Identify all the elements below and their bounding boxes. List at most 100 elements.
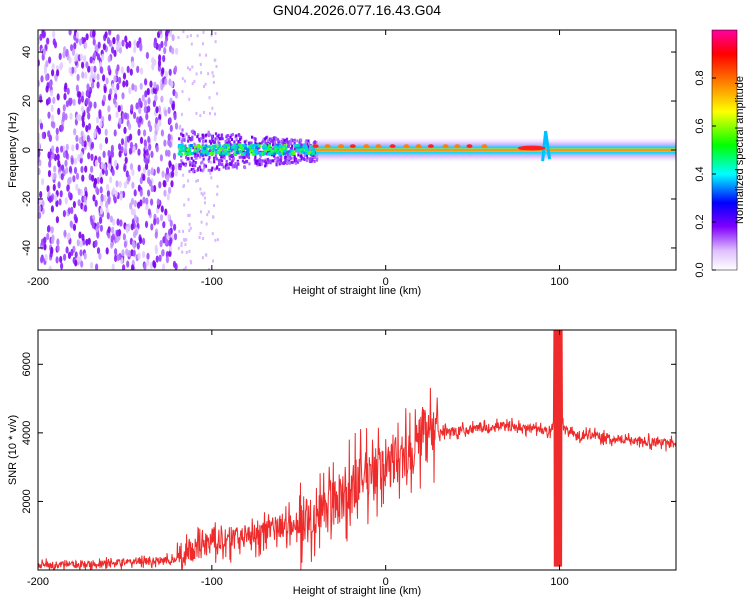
spectrogram-noise-cell <box>72 201 76 209</box>
spectrogram-noise-cell <box>184 135 186 139</box>
spectrogram-noise-cell <box>200 191 203 195</box>
snr-panel: -200 -100 0 100 2000 4000 6000 Height of stra… <box>7 329 677 597</box>
spectrogram-noise-cell <box>70 157 74 165</box>
spectrogram-noise-cell <box>195 72 198 76</box>
spectrogram-signal-cell <box>264 146 268 150</box>
spectrogram-noise-cell <box>72 98 76 106</box>
spectrogram-signal-cell <box>227 166 230 170</box>
spectrogram-x-axis-label: Height of straight line (km) <box>293 285 421 297</box>
spectrogram-signal-cell <box>190 156 193 160</box>
spectrogram-noise-cell <box>106 190 110 198</box>
spectrogram-signal-cell <box>203 163 206 167</box>
spectrogram-noise-cell <box>136 40 140 49</box>
spectrogram-signal-cell <box>227 152 231 156</box>
spectrogram-noise-cell <box>68 165 73 173</box>
spectrogram-noise-cell <box>97 127 101 135</box>
spectrogram-signal-cell <box>187 135 190 139</box>
spectrogram-signal-cell <box>253 149 257 153</box>
spectrogram-noise-cell <box>185 238 188 242</box>
spectrogram-noise-cell <box>84 165 88 173</box>
spectrogram-noise-cell <box>88 173 92 181</box>
spectrogram-signal-cell <box>193 170 196 174</box>
spectrogram-signal-cell <box>185 132 188 136</box>
spectrogram-signal-cell <box>189 163 192 167</box>
snr-y-axis-label: SNR (10 * v/v) <box>7 415 19 485</box>
spectrogram-noise-cell <box>57 181 61 189</box>
spectrogram-noise-cell <box>163 139 167 147</box>
spectrogram-signal-cell <box>220 156 223 160</box>
spectrogram-noise-cell <box>168 160 172 168</box>
spectrogram-noise-cell <box>168 228 172 236</box>
spectrogram-signal-cell <box>278 152 282 156</box>
spectrogram-signal-cell <box>295 149 298 153</box>
spectrogram-signal-cell <box>232 155 235 159</box>
spectrogram-signal-cell <box>255 160 258 163</box>
spectrogram-noise-cell <box>65 166 69 174</box>
spectrogram-peak <box>324 144 331 148</box>
snr-y-tick-label: 2000 <box>21 489 33 513</box>
spectrogram-noise-cell <box>112 97 117 105</box>
spectrogram-noise-cell <box>118 143 122 151</box>
spectrogram-noise-cell <box>96 221 100 230</box>
spectrogram-noise-cell <box>202 110 205 114</box>
spectrogram-disturbance-peak <box>517 145 546 151</box>
spectrogram-noise-cell <box>175 47 179 55</box>
spectrogram-signal-cell <box>238 155 241 159</box>
spectrogram-signal-cell <box>214 132 218 136</box>
spectrogram-signal-cell <box>262 146 266 150</box>
spectrogram-signal-cell <box>182 162 185 166</box>
spectrogram-signal-cell <box>240 152 244 156</box>
spectrogram-noise-cell <box>162 221 166 229</box>
spectrogram-signal-cell <box>241 147 245 151</box>
spectrogram-noise-cell <box>50 246 54 254</box>
colorbar: 0.0 0.2 0.4 0.6 0.8 Normalized spectral ampl… <box>694 29 746 278</box>
spectrogram-noise-cell <box>39 33 43 41</box>
spectrogram-signal-cell <box>183 147 187 150</box>
spectrogram-signal-cell <box>182 149 186 153</box>
spectrogram-noise-cell <box>167 133 171 141</box>
spectrogram-signal-cell <box>198 149 201 153</box>
spectrogram-signal-cell <box>308 160 312 164</box>
spectrogram-signal-cell <box>208 155 211 159</box>
spectrogram-noise-cell <box>45 60 49 68</box>
spectrogram-signal-cell <box>275 156 278 160</box>
spectrogram-noise-cell <box>163 47 167 55</box>
spectrogram-noise-cell <box>57 160 61 168</box>
spectrogram-noise-cell <box>186 137 189 141</box>
spectrogram-noise-cell <box>69 220 73 228</box>
spectrogram-noise-cell <box>50 104 54 112</box>
spectrogram-noise-cell <box>145 197 149 205</box>
spectrogram-noise-cell <box>78 91 82 99</box>
spectrogram-noise-cell <box>145 113 149 121</box>
colorbar-tick-label: 0.6 <box>694 118 706 133</box>
spectrogram-noise-cell <box>202 237 205 240</box>
spectrogram-signal-cell <box>262 137 265 141</box>
spectrogram-noise-cell <box>65 246 69 254</box>
spectrogram-signal-cell <box>309 157 312 161</box>
spectrogram-signal-cell <box>289 157 292 160</box>
spectrogram-signal-cell <box>182 145 186 148</box>
snr-series-line <box>38 330 676 570</box>
spectrogram-noise-cell <box>123 240 127 248</box>
spectrogram-noise-cell <box>118 117 122 125</box>
spectrogram-noise-cell <box>107 149 111 158</box>
spectrogram-noise-cell <box>200 220 203 224</box>
spectrogram-noise-cell <box>181 90 184 93</box>
spectrogram-noise-cell <box>94 199 98 207</box>
spectrogram-noise-cell <box>54 194 58 202</box>
spectrogram-signal-cell <box>283 144 287 148</box>
spectrogram-noise-cell <box>181 77 184 81</box>
spectrogram-noise-cell <box>93 177 97 186</box>
spectrogram-signal-cell <box>258 160 261 163</box>
spectrogram-noise-cell <box>42 48 47 56</box>
spectrogram-noise-cell <box>212 80 215 84</box>
spectrogram-noise-cell <box>81 174 85 182</box>
spectrogram-noise-cell <box>85 33 89 41</box>
spectrogram-noise-cell <box>164 39 168 48</box>
spectrogram-noise-cell <box>174 91 178 99</box>
spectrogram-signal-cell <box>247 152 251 156</box>
spectrogram-noise-cell <box>182 229 184 233</box>
spectrogram-noise-cell <box>146 88 150 96</box>
spectrogram-noise-cell <box>189 68 192 71</box>
spectrogram-signal-cell <box>254 145 258 149</box>
